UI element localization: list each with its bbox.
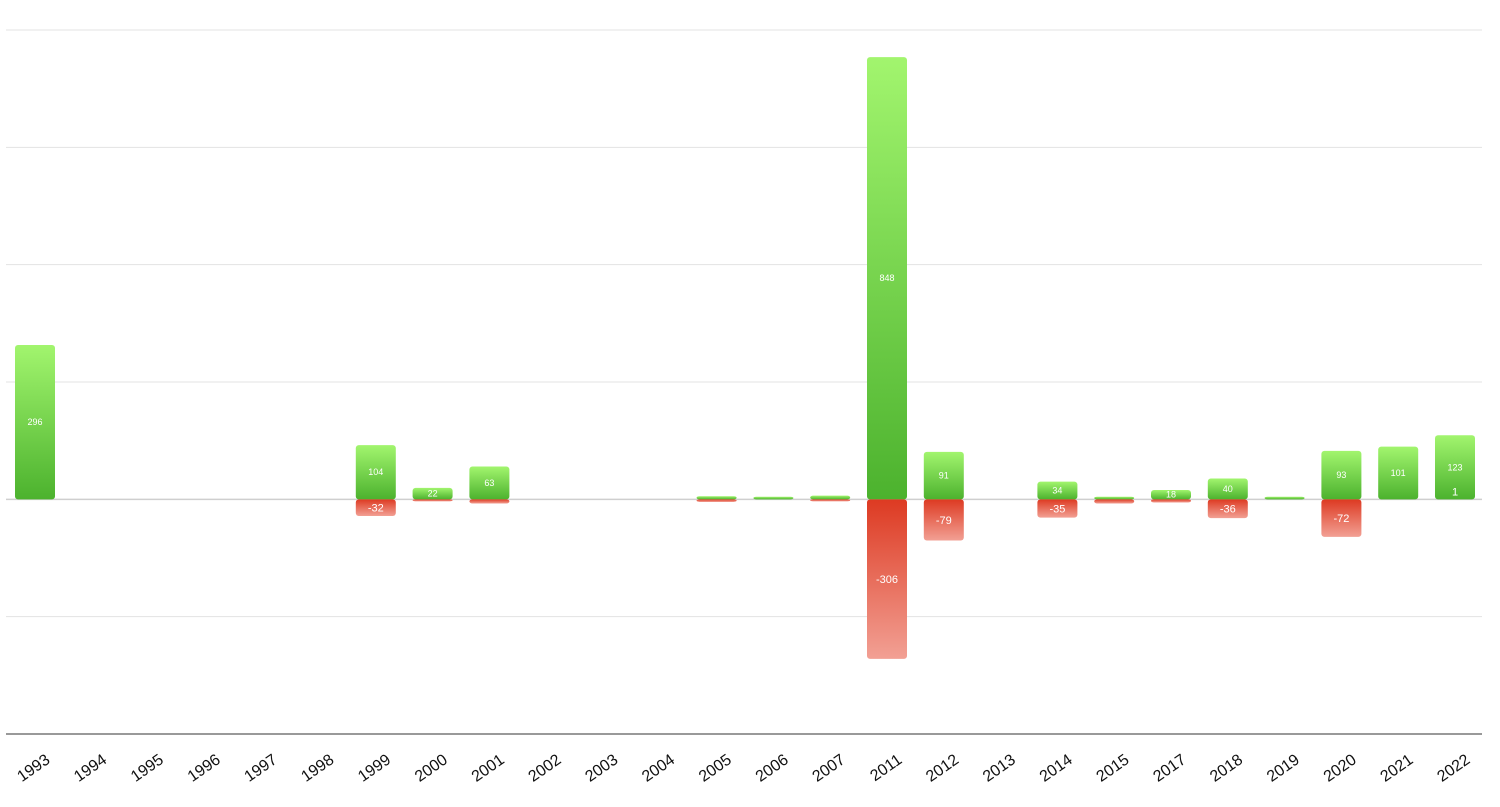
x-tick-label-2015: 2015 [1094,751,1133,785]
x-tick-label-2002: 2002 [526,751,565,785]
bar-positive-1999 [355,445,396,500]
x-tick-label-1999: 1999 [355,751,394,785]
x-tick-label-1997: 1997 [242,751,281,785]
x-tick-label-2014: 2014 [1037,751,1076,785]
bar-positive-2022 [1435,435,1475,500]
bar-positive-2005 [696,496,737,500]
data-label-positive-1993: 296 [27,417,42,427]
bar-layer [15,57,1475,659]
bar-negative-2018 [1207,499,1248,519]
data-label-positive-2012: 91 [939,471,949,481]
axis-layer: 1993 1994 1995 1996 1997 1998 1999 2000 2001 2002… [6,733,1482,786]
bar-positive-2001 [469,466,510,500]
data-label-negative-2014: -35 [1049,503,1065,515]
x-tick-label-2003: 2003 [582,751,621,785]
label-layer: 296 104 -32 22 63 848 -306 91 -79 34 -35 18 40 -36 93 -… [27,273,1462,586]
data-label-positive-2000: 22 [428,489,438,499]
x-tick-label-2011: 2011 [867,751,905,785]
bar-negative-2017 [1151,499,1191,503]
bar-negative-2011 [867,499,907,659]
bar-negative-2014 [1037,499,1078,518]
bar-positive-2011 [867,57,907,500]
bar-positive-2017 [1151,489,1191,500]
x-tick-label-2000: 2000 [412,751,451,785]
bar-positive-1993 [15,344,55,500]
x-tick-label-2005: 2005 [696,751,735,785]
data-label-positive-2021: 101 [1391,468,1406,478]
data-label-positive-2014: 34 [1052,485,1062,495]
bar-negative-2005 [696,499,737,502]
annotation-0: 1 [1452,486,1458,498]
data-label-positive-1999: 104 [368,467,383,477]
bar-negative-1999 [355,499,396,517]
x-tick-label-1998: 1998 [298,751,337,785]
data-label-positive-2018: 40 [1223,484,1233,494]
x-tick-label-1994: 1994 [71,751,110,785]
data-label-positive-2011: 848 [879,273,894,283]
x-tick-label-2007: 2007 [810,751,849,785]
x-tick-label-2020: 2020 [1321,751,1360,785]
x-tick-label-2006: 2006 [753,751,792,785]
bar-positive-2020 [1321,450,1362,500]
x-tick-label-2004: 2004 [639,751,678,785]
x-tick-label-2013: 2013 [980,751,1019,785]
data-label-positive-2001: 63 [484,478,494,488]
data-label-positive-2022: 123 [1447,462,1462,472]
bar-positive-2018 [1207,478,1248,500]
data-label-negative-2012: -79 [936,515,952,527]
bar-negative-2001 [469,499,510,504]
x-tick-label-2012: 2012 [923,751,962,785]
x-tick-label-1993: 1993 [14,751,53,785]
bar-positive-2007 [810,495,851,500]
bar-positive-2000 [412,487,453,500]
bar-positive-2014 [1037,481,1078,500]
x-tick-label-2021: 2021 [1378,751,1417,785]
bar-negative-2015 [1094,499,1135,504]
data-label-positive-2020: 93 [1336,470,1346,480]
bar-positive-2006 [753,496,794,500]
bar-negative-2007 [810,499,851,502]
bar-positive-2012 [923,451,964,500]
data-label-negative-2011: -306 [876,574,898,586]
bar-positive-2021 [1378,446,1419,500]
bar-negative-2020 [1321,499,1362,537]
data-label-positive-2017: 18 [1166,490,1176,500]
bar-positive-2015 [1094,496,1135,500]
bar-negative-2012 [923,499,964,541]
data-label-negative-2020: -72 [1333,513,1349,525]
x-tick-label-1996: 1996 [185,751,224,785]
data-label-negative-2018: -36 [1220,504,1236,516]
x-tick-label-2019: 2019 [1264,751,1303,785]
x-tick-label-1995: 1995 [128,751,167,785]
data-label-negative-1999: -32 [368,503,384,515]
grid-layer [6,29,1482,618]
bar-negative-2000 [412,499,453,502]
bar-positive-2019 [1264,496,1305,500]
x-tick-label-2018: 2018 [1207,751,1246,785]
x-tick-label-2017: 2017 [1150,751,1189,785]
x-tick-label-2001: 2001 [469,751,508,785]
x-tick-label-2022: 2022 [1434,751,1473,785]
